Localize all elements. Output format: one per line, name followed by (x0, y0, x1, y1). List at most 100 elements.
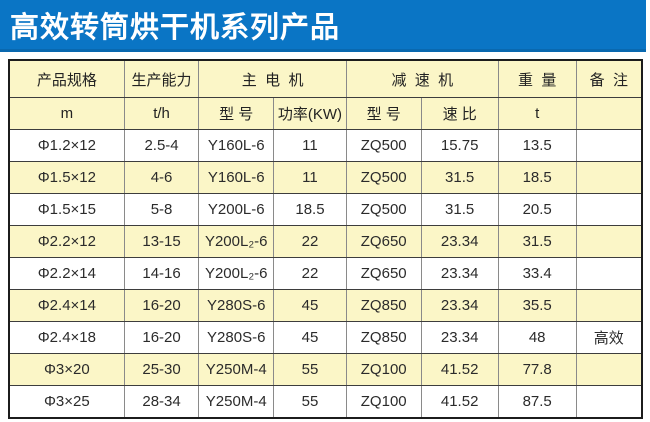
table-cell: Φ3×25 (8, 385, 125, 419)
table-row: Φ1.5×12 4-6 Y160L-6 11 ZQ500 31.5 18.5 (8, 161, 643, 194)
table-cell: 13.5 (497, 129, 577, 162)
table-cell: 高效 (575, 321, 643, 354)
table-cell: Y250M-4 (198, 353, 275, 386)
table-row: Φ2.4×18 16-20 Y280S-6 45 ZQ850 23.34 48 高效 (8, 321, 643, 354)
table-cell: Y280S-6 (198, 321, 275, 354)
table-cell: 16-20 (123, 321, 200, 354)
table-cell: 25-30 (123, 353, 200, 386)
col-header-capacity: 生产能力 (123, 59, 200, 98)
table-cell (575, 289, 643, 322)
table-cell: 41.52 (420, 353, 499, 386)
table-cell: ZQ850 (345, 289, 422, 322)
table-cell: 16-20 (123, 289, 200, 322)
table-cell (575, 161, 643, 194)
table-cell: 14-16 (123, 257, 200, 290)
col-header-remark: 备 注 (575, 59, 643, 98)
table-cell: ZQ650 (345, 225, 422, 258)
table-cell: 31.5 (497, 225, 577, 258)
table-cell: 18.5 (273, 193, 347, 226)
table-cell: 87.5 (497, 385, 577, 419)
unit-header-t: t (497, 97, 577, 130)
table-cell: 5-8 (123, 193, 200, 226)
table-cell: 11 (273, 129, 347, 162)
table-cell: Y200L₂-6 (198, 257, 275, 290)
table-row: Φ3×25 28-34 Y250M-4 55 ZQ100 41.52 87.5 (8, 385, 643, 419)
table-cell: ZQ650 (345, 257, 422, 290)
unit-header-reducer-model: 型 号 (345, 97, 422, 130)
table-cell: Φ2.2×12 (8, 225, 125, 258)
table-cell: 55 (273, 353, 347, 386)
table-cell: 45 (273, 321, 347, 354)
unit-header-th: t/h (123, 97, 200, 130)
spec-table-container: 产品规格 生产能力 主 电 机 减 速 机 重 量 备 注 m t/h 型 号 … (8, 59, 643, 419)
table-cell: ZQ100 (345, 353, 422, 386)
table-cell: Y200L₂-6 (198, 225, 275, 258)
table-cell: 41.52 (420, 385, 499, 419)
table-cell: 23.34 (420, 225, 499, 258)
title-banner: 高效转筒烘干机系列产品 (0, 0, 646, 52)
table-row: Φ1.5×15 5-8 Y200L-6 18.5 ZQ500 31.5 20.5 (8, 193, 643, 226)
table-cell: Φ1.2×12 (8, 129, 125, 162)
table-cell: Y250M-4 (198, 385, 275, 419)
table-cell: ZQ500 (345, 161, 422, 194)
table-cell (575, 193, 643, 226)
header-row-groups: 产品规格 生产能力 主 电 机 减 速 机 重 量 备 注 (8, 59, 643, 98)
table-cell: ZQ500 (345, 193, 422, 226)
unit-header-motor-model: 型 号 (198, 97, 275, 130)
table-cell: ZQ500 (345, 129, 422, 162)
table-cell: 45 (273, 289, 347, 322)
table-cell: 28-34 (123, 385, 200, 419)
table-cell: 4-6 (123, 161, 200, 194)
table-cell: ZQ850 (345, 321, 422, 354)
col-header-weight: 重 量 (497, 59, 577, 98)
table-cell: Φ1.5×12 (8, 161, 125, 194)
col-header-main-motor: 主 电 机 (198, 59, 347, 98)
table-cell: 55 (273, 385, 347, 419)
table-cell (575, 257, 643, 290)
table-cell: 33.4 (497, 257, 577, 290)
header-row-units: m t/h 型 号 功率(KW) 型 号 速 比 t (8, 97, 643, 130)
table-cell: 15.75 (420, 129, 499, 162)
unit-header-power: 功率(KW) (273, 97, 347, 130)
unit-header-blank (575, 97, 643, 130)
table-cell: 23.34 (420, 321, 499, 354)
table-cell: Φ2.4×18 (8, 321, 125, 354)
table-cell: 22 (273, 225, 347, 258)
page-title: 高效转筒烘干机系列产品 (10, 11, 341, 44)
table-body: Φ1.2×12 2.5-4 Y160L-6 11 ZQ500 15.75 13.5 Φ1.5×… (8, 129, 643, 419)
unit-header-ratio: 速 比 (420, 97, 499, 130)
table-cell: Φ3×20 (8, 353, 125, 386)
table-cell: Y280S-6 (198, 289, 275, 322)
table-cell: ZQ100 (345, 385, 422, 419)
table-cell: 20.5 (497, 193, 577, 226)
table-cell: 35.5 (497, 289, 577, 322)
table-row: Φ1.2×12 2.5-4 Y160L-6 11 ZQ500 15.75 13.5 (8, 129, 643, 162)
table-row: Φ2.2×14 14-16 Y200L₂-6 22 ZQ650 23.34 33.4 (8, 257, 643, 290)
table-cell: 31.5 (420, 193, 499, 226)
table-cell (575, 353, 643, 386)
table-cell (575, 385, 643, 419)
table-cell: Y200L-6 (198, 193, 275, 226)
table-row: Φ2.4×14 16-20 Y280S-6 45 ZQ850 23.34 35.5 (8, 289, 643, 322)
col-header-product-spec: 产品规格 (8, 59, 125, 98)
table-cell: 23.34 (420, 289, 499, 322)
table-cell: 2.5-4 (123, 129, 200, 162)
table-cell: Φ2.4×14 (8, 289, 125, 322)
table-cell: 77.8 (497, 353, 577, 386)
table-cell: 31.5 (420, 161, 499, 194)
col-header-reducer: 减 速 机 (345, 59, 499, 98)
table-cell: 11 (273, 161, 347, 194)
table-row: Φ2.2×12 13-15 Y200L₂-6 22 ZQ650 23.34 31.5 (8, 225, 643, 258)
table-cell (575, 225, 643, 258)
table-cell: Y160L-6 (198, 129, 275, 162)
table-cell: Φ1.5×15 (8, 193, 125, 226)
table-cell: Y160L-6 (198, 161, 275, 194)
table-row: Φ3×20 25-30 Y250M-4 55 ZQ100 41.52 77.8 (8, 353, 643, 386)
table-cell: 18.5 (497, 161, 577, 194)
unit-header-m: m (8, 97, 125, 130)
table-cell: Φ2.2×14 (8, 257, 125, 290)
table-cell: 22 (273, 257, 347, 290)
table-cell: 13-15 (123, 225, 200, 258)
table-cell: 23.34 (420, 257, 499, 290)
spec-table: 产品规格 生产能力 主 电 机 减 速 机 重 量 备 注 m t/h 型 号 … (8, 59, 643, 419)
